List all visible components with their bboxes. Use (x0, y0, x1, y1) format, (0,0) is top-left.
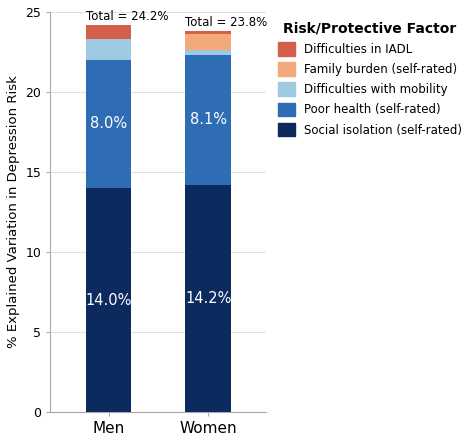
Bar (185, 31, 231, 35)
Bar (86, 188, 131, 412)
Bar (185, 35, 231, 51)
Text: 14.2%: 14.2% (185, 291, 231, 306)
Bar (185, 55, 231, 185)
Bar (86, 39, 131, 60)
Bar (86, 60, 131, 188)
Bar (185, 51, 231, 55)
Text: Total = 23.8%: Total = 23.8% (185, 16, 268, 29)
Text: 8.1%: 8.1% (190, 113, 227, 128)
Text: 14.0%: 14.0% (85, 292, 132, 307)
Bar (185, 185, 231, 412)
Text: 8.0%: 8.0% (90, 117, 127, 132)
Legend: Difficulties in IADL, Family burden (self-rated), Difficulties with mobility, Po: Difficulties in IADL, Family burden (sel… (274, 18, 465, 140)
Y-axis label: % Explained Variation in Depression Risk: % Explained Variation in Depression Risk (7, 76, 20, 349)
Text: Total = 24.2%: Total = 24.2% (86, 10, 168, 23)
Bar (86, 25, 131, 39)
